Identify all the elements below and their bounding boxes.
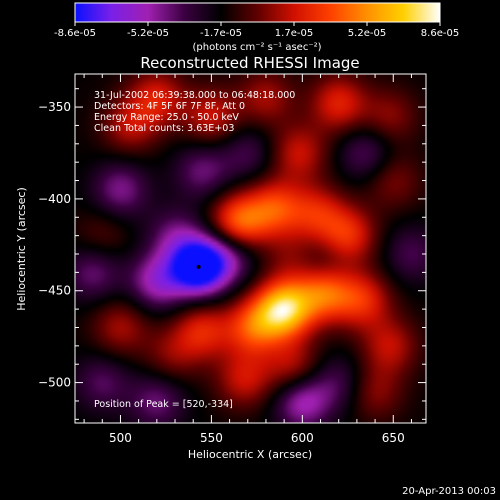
- x-tick-label: 550: [200, 431, 223, 445]
- heatmap-image: [75, 74, 426, 423]
- colorbar-tick-labels: -8.6e-05 -5.2e-05 -1.7e-05 1.7e-05 5.2e-05 8.…: [54, 22, 459, 39]
- colorbar-tick-label: 5.2e-05: [348, 28, 386, 39]
- y-tick-label: −350: [38, 100, 71, 114]
- y-tick-label: −400: [38, 192, 71, 206]
- annotation-counts: Clean Total counts: 3.63E+03: [94, 123, 234, 134]
- peak-marker: [196, 264, 201, 269]
- x-axis-label: Heliocentric X (arcsec): [188, 448, 312, 461]
- colorbar-tick-label: 1.7e-05: [275, 28, 313, 39]
- colorbar: [74, 2, 441, 23]
- y-axis-label: Heliocentric Y (arcsec): [15, 187, 28, 311]
- chart-title: Reconstructed RHESSI Image: [140, 54, 359, 72]
- footer-date: 20-Apr-2013 00:03: [402, 486, 496, 497]
- peak-position-label: Position of Peak = [520,-334]: [94, 399, 233, 410]
- colorbar-label: (photons cm⁻² s⁻¹ asec⁻²): [192, 42, 321, 53]
- colorbar-tick-label: -8.6e-05: [54, 28, 96, 39]
- x-tick-label: 650: [382, 431, 405, 445]
- y-tick-label: −450: [38, 284, 71, 298]
- axis-ticks: 500 550 600 650 −350 −400 −450 −500: [38, 74, 426, 445]
- x-tick-label: 600: [291, 431, 314, 445]
- y-tick-label: −500: [38, 376, 71, 390]
- colorbar-tick-label: -5.2e-05: [127, 28, 169, 39]
- x-tick-label: 500: [109, 431, 132, 445]
- colorbar-tick-label: -1.7e-05: [200, 28, 242, 39]
- plot-frame: [74, 73, 427, 424]
- annotation-detectors: Detectors: 4F 5F 6F 7F 8F, Att 0: [94, 101, 245, 112]
- annotation-energy-range: Energy Range: 25.0 - 50.0 keV: [94, 112, 239, 123]
- colorbar-tick-label: 8.6e-05: [421, 28, 459, 39]
- annotation-time-range: 31-Jul-2002 06:39:38.000 to 06:48:18.000: [94, 90, 295, 101]
